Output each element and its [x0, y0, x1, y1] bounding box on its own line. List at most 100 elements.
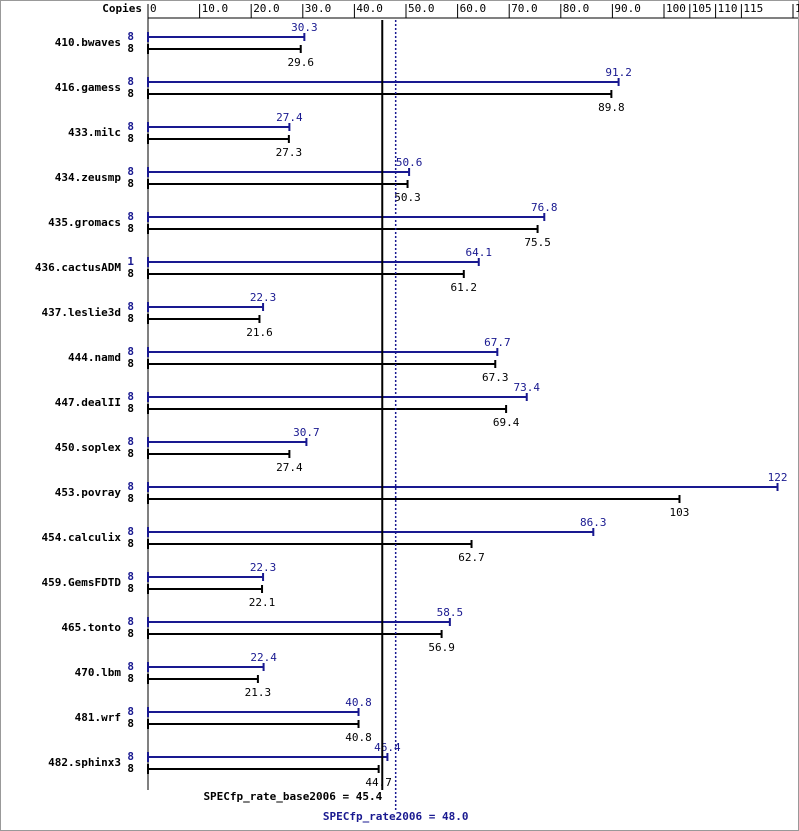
copies-label: 8 — [127, 492, 134, 505]
value-label: 22.3 — [250, 561, 277, 574]
bar — [147, 44, 302, 54]
bar — [147, 32, 306, 42]
value-label: 91.2 — [605, 66, 632, 79]
value-label: 67.7 — [484, 336, 511, 349]
copies-label: 8 — [127, 300, 134, 313]
value-label: 73.4 — [513, 381, 540, 394]
bar — [147, 449, 291, 459]
bar — [147, 539, 473, 549]
x-tick-label: 10.0 — [202, 2, 229, 15]
x-tick-label: 70.0 — [511, 2, 538, 15]
value-label: 58.5 — [437, 606, 464, 619]
bar — [147, 302, 265, 312]
value-label: 67.3 — [482, 371, 509, 384]
bar — [147, 629, 443, 639]
value-label: 61.2 — [451, 281, 478, 294]
category-label: 450.soplex — [55, 441, 122, 454]
category-label: 444.namd — [68, 351, 121, 364]
bar — [147, 494, 681, 504]
bar — [147, 482, 779, 492]
reference-label: SPECfp_rate2006 = 48.0 — [323, 810, 469, 823]
value-label: 69.4 — [493, 416, 520, 429]
copies-label: 8 — [127, 480, 134, 493]
bar — [147, 707, 360, 717]
copies-label: 8 — [127, 87, 134, 100]
x-tick-label: 0 — [150, 2, 157, 15]
bar — [147, 224, 539, 234]
category-label: 454.calculix — [42, 531, 122, 544]
value-label: 50.6 — [396, 156, 423, 169]
category-label: 433.milc — [68, 126, 121, 139]
copies-label: 8 — [127, 345, 134, 358]
bar — [147, 764, 380, 774]
value-label: 30.3 — [291, 21, 318, 34]
reference-label: SPECfp_rate_base2006 = 45.4 — [203, 790, 382, 803]
x-tick-label: 40.0 — [356, 2, 383, 15]
value-label: 29.6 — [287, 56, 314, 69]
bar — [147, 122, 291, 132]
x-tick-label: 50.0 — [408, 2, 435, 15]
copies-label: 8 — [127, 615, 134, 628]
copies-label: 8 — [127, 222, 134, 235]
bar — [147, 572, 265, 582]
category-label: 459.GemsFDTD — [42, 576, 122, 589]
bar — [147, 89, 613, 99]
value-label: 27.4 — [276, 461, 303, 474]
copies-label: 8 — [127, 357, 134, 370]
x-tick-label: 90.0 — [614, 2, 641, 15]
copies-label: 8 — [127, 750, 134, 763]
copies-label: 1 — [127, 255, 134, 268]
value-label: 50.3 — [394, 191, 421, 204]
copies-label: 8 — [127, 177, 134, 190]
copies-label: 8 — [127, 660, 134, 673]
copies-label: 8 — [127, 705, 134, 718]
category-label: 470.lbm — [75, 666, 122, 679]
value-label: 86.3 — [580, 516, 607, 529]
x-tick-label: 110 — [718, 2, 738, 15]
value-label: 22.3 — [250, 291, 277, 304]
value-label: 21.6 — [246, 326, 273, 339]
x-tick-label: 105 — [692, 2, 712, 15]
category-label: 482.sphinx3 — [48, 756, 121, 769]
bar — [147, 77, 620, 87]
copies-label: 8 — [127, 30, 134, 43]
category-label: 453.povray — [55, 486, 122, 499]
category-label: 435.gromacs — [48, 216, 121, 229]
copies-label: 8 — [127, 435, 134, 448]
copies-label: 8 — [127, 627, 134, 640]
bar — [147, 437, 308, 447]
value-label: 56.9 — [428, 641, 455, 654]
copies-label: 8 — [127, 312, 134, 325]
value-label: 46.4 — [374, 741, 401, 754]
value-label: 21.3 — [245, 686, 272, 699]
x-tick-label: 100 — [666, 2, 686, 15]
copies-label: 8 — [127, 75, 134, 88]
value-label: 122 — [768, 471, 788, 484]
x-tick-label: 60.0 — [460, 2, 487, 15]
bar — [147, 584, 264, 594]
copies-label: 8 — [127, 672, 134, 685]
x-tick-label: 20.0 — [253, 2, 280, 15]
category-label: 416.gamess — [55, 81, 121, 94]
x-tick-label: 115 — [743, 2, 763, 15]
category-label: 434.zeusmp — [55, 171, 122, 184]
bar — [147, 527, 595, 537]
category-label: 410.bwaves — [55, 36, 121, 49]
copies-label: 8 — [127, 132, 134, 145]
category-label: 447.dealII — [55, 396, 121, 409]
copies-label: 8 — [127, 762, 134, 775]
copies-label: 8 — [127, 42, 134, 55]
copies-label: 8 — [127, 447, 134, 460]
value-label: 22.1 — [249, 596, 276, 609]
value-label: 22.4 — [250, 651, 277, 664]
category-label: 436.cactusADM — [35, 261, 121, 274]
value-label: 40.8 — [345, 696, 372, 709]
x-tick-label: 30.0 — [305, 2, 332, 15]
bar — [147, 404, 508, 414]
bar — [147, 674, 259, 684]
value-label: 103 — [670, 506, 690, 519]
copies-label: 8 — [127, 717, 134, 730]
bar — [147, 347, 499, 357]
